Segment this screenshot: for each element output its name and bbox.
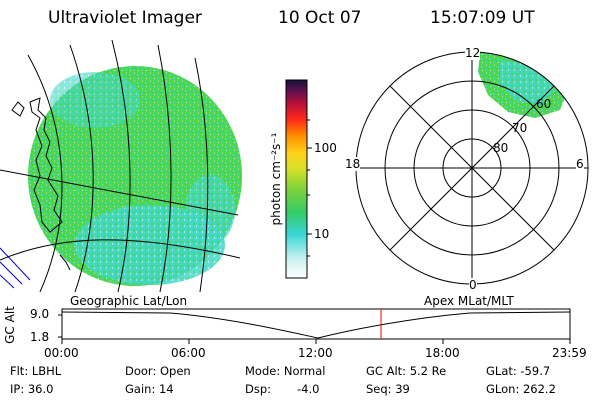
xtick-2359: 23:59 — [552, 346, 587, 360]
earth-image — [28, 66, 242, 286]
colorbar-unit-label: photon cm⁻²s⁻¹ — [269, 132, 283, 226]
glon-info: GLon: 262.2 — [486, 382, 556, 396]
polar-plot — [355, 51, 589, 285]
ip-info: IP: 36.0 — [10, 382, 54, 396]
door-info: Door: Open — [125, 364, 191, 378]
terminator-lines — [0, 247, 31, 289]
apex-label: Apex MLat/MLT — [424, 294, 514, 308]
xtick-0000: 00:00 — [44, 346, 79, 360]
lat-label-80: 80 — [493, 141, 509, 155]
time-label: 15:07:09 UT — [430, 8, 535, 28]
colorbar-tick-100: 100 — [314, 141, 337, 155]
mode-info: Mode: Normal — [245, 364, 326, 378]
gain-info: Gain: 14 — [125, 382, 174, 396]
geographic-label: Geographic Lat/Lon — [70, 294, 188, 308]
coastline — [11, 97, 71, 271]
glat-info: GLat: -59.7 — [486, 364, 551, 378]
lat-label-70: 70 — [512, 121, 528, 135]
mlt-label-0: 0 — [469, 278, 477, 292]
xtick-0600: 06:00 — [171, 346, 206, 360]
date-label: 10 Oct 07 — [278, 8, 362, 28]
filter-info: Flt: LBHL — [10, 364, 62, 378]
geo-grid — [0, 40, 241, 292]
mlt-label-12: 12 — [465, 46, 481, 60]
lat-label-60: 60 — [536, 97, 552, 111]
app-title: Ultraviolet Imager — [48, 8, 202, 28]
dsp-label: Dsp: — [245, 382, 272, 396]
xtick-1800: 18:00 — [425, 346, 460, 360]
mlt-label-6: 6 — [576, 157, 584, 171]
mlt-label-18: 18 — [345, 157, 361, 171]
ytick-9: 9.0 — [30, 307, 50, 321]
seq-info: Seq: 39 — [366, 382, 410, 396]
gc-alt-info: GC Alt: 5.2 Re — [366, 364, 447, 378]
ytick-1-8: 1.8 — [30, 330, 50, 344]
gc-alt-axis-label: GC Alt — [3, 306, 17, 344]
xtick-1200: 12:00 — [298, 346, 333, 360]
dsp-value: -4.0 — [297, 382, 320, 396]
colorbar — [285, 79, 312, 279]
altitude-plot — [58, 308, 571, 344]
colorbar-tick-10: 10 — [314, 227, 330, 241]
